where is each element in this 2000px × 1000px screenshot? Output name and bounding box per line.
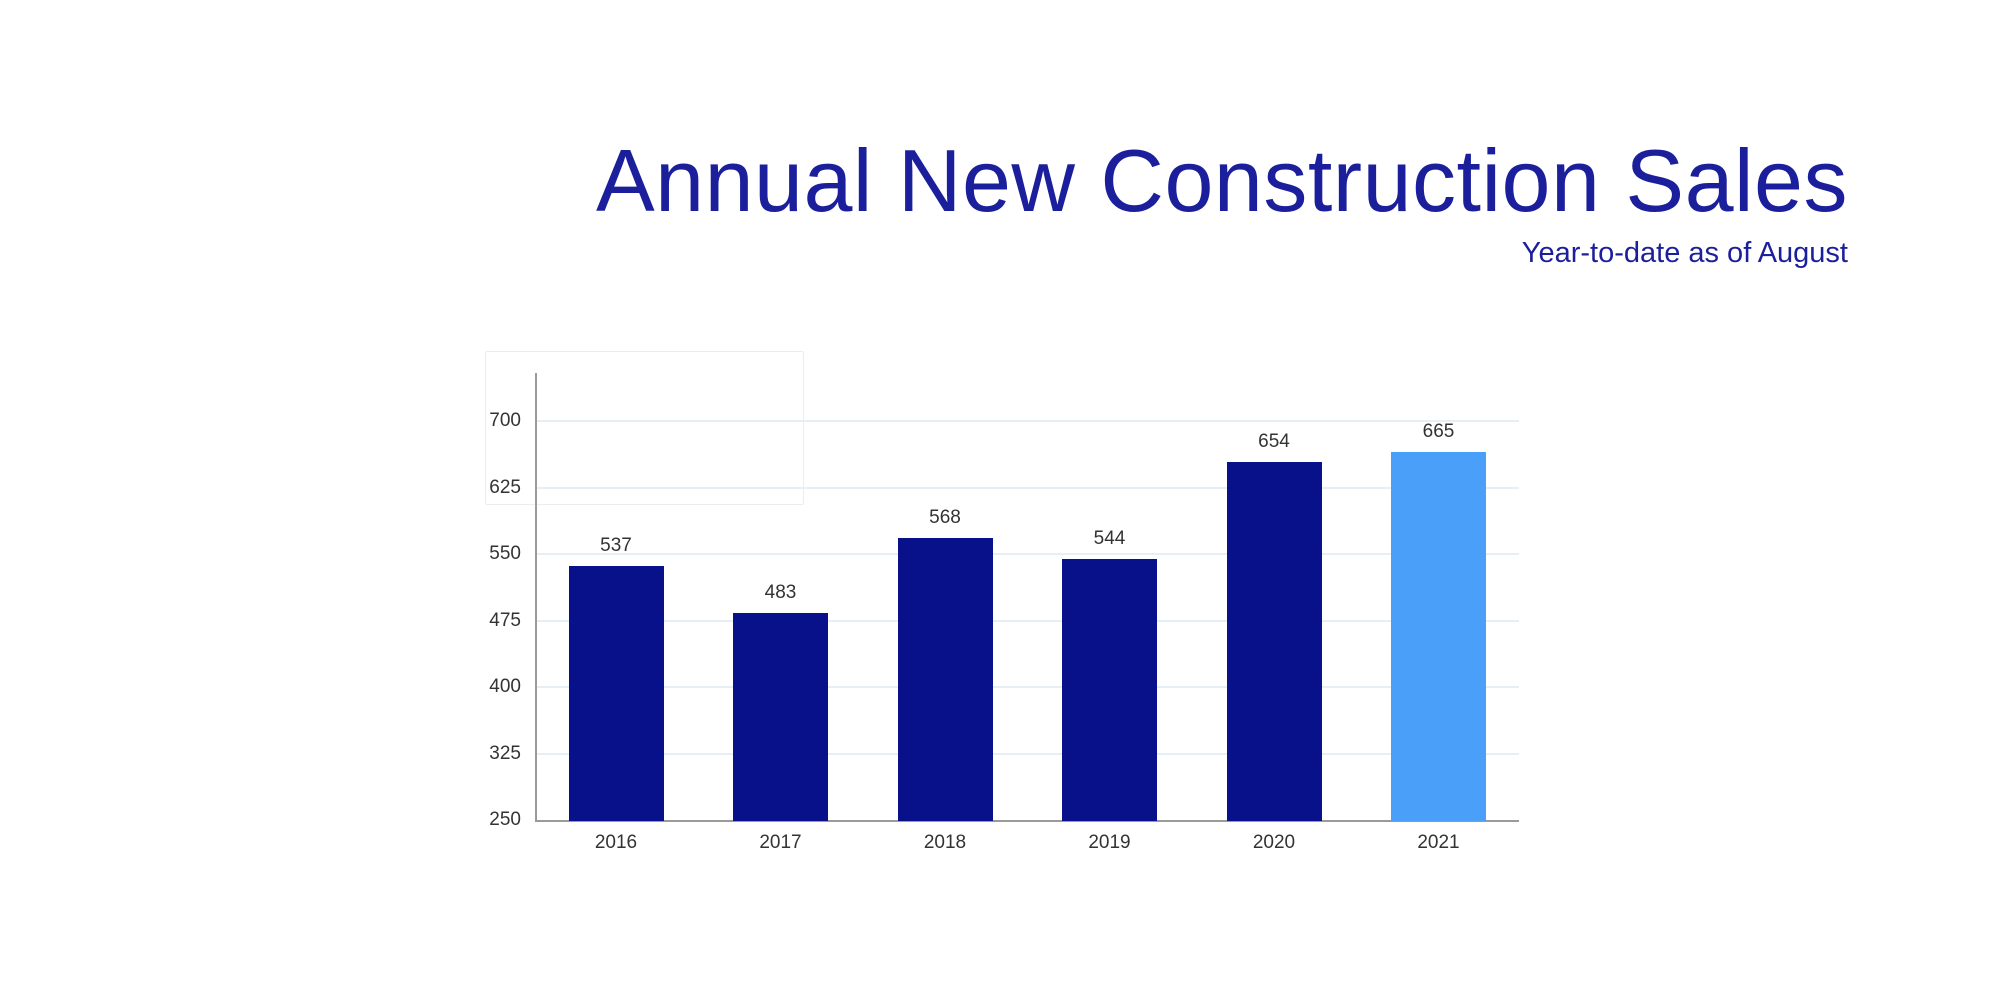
bar-2018 [897,538,993,821]
y-axis-line [535,373,537,822]
chart-subtitle: Year-to-date as of August [1521,237,1848,269]
bar-2016 [568,565,664,821]
y-axis-tick-label: 550 [489,543,521,564]
bar-2021 [1391,452,1486,821]
gridline [537,553,1519,555]
gridline [537,752,1519,755]
chart-title: Annual New Construction Sales [595,131,1848,230]
bar-2019 [1062,559,1157,821]
y-axis-tick-label: 400 [489,676,521,697]
x-axis-category-label-2019: 2019 [1088,832,1131,853]
x-axis-category-label-2017: 2017 [759,832,802,853]
bar-value-label-2016: 537 [600,534,632,556]
bar-2017 [733,613,828,821]
gridline [537,686,1519,688]
y-axis-tick-label: 625 [489,476,521,498]
bar-2020 [1226,461,1322,821]
ghost-selection-box [485,351,804,505]
bar-value-label-2017: 483 [764,582,797,604]
y-axis-tick-label: 700 [489,410,521,431]
x-axis-category-label-2016: 2016 [594,832,638,853]
bar-value-label-2021: 665 [1422,421,1455,443]
gridline [537,619,1519,622]
x-axis-category-label-2021: 2021 [1417,832,1460,853]
x-axis-category-label-2018: 2018 [923,832,967,853]
y-axis-tick-label: 325 [489,742,521,764]
bar-value-label-2020: 654 [1258,430,1290,452]
gridline [537,486,1519,489]
x-axis-category-label-2020: 2020 [1252,832,1296,853]
gridline [537,420,1519,422]
y-axis-tick-label: 475 [489,609,521,631]
y-axis-tick-label: 250 [489,809,521,830]
bar-value-label-2018: 568 [929,507,961,529]
bar-value-label-2019: 544 [1093,528,1126,550]
x-axis-line [535,820,1519,822]
